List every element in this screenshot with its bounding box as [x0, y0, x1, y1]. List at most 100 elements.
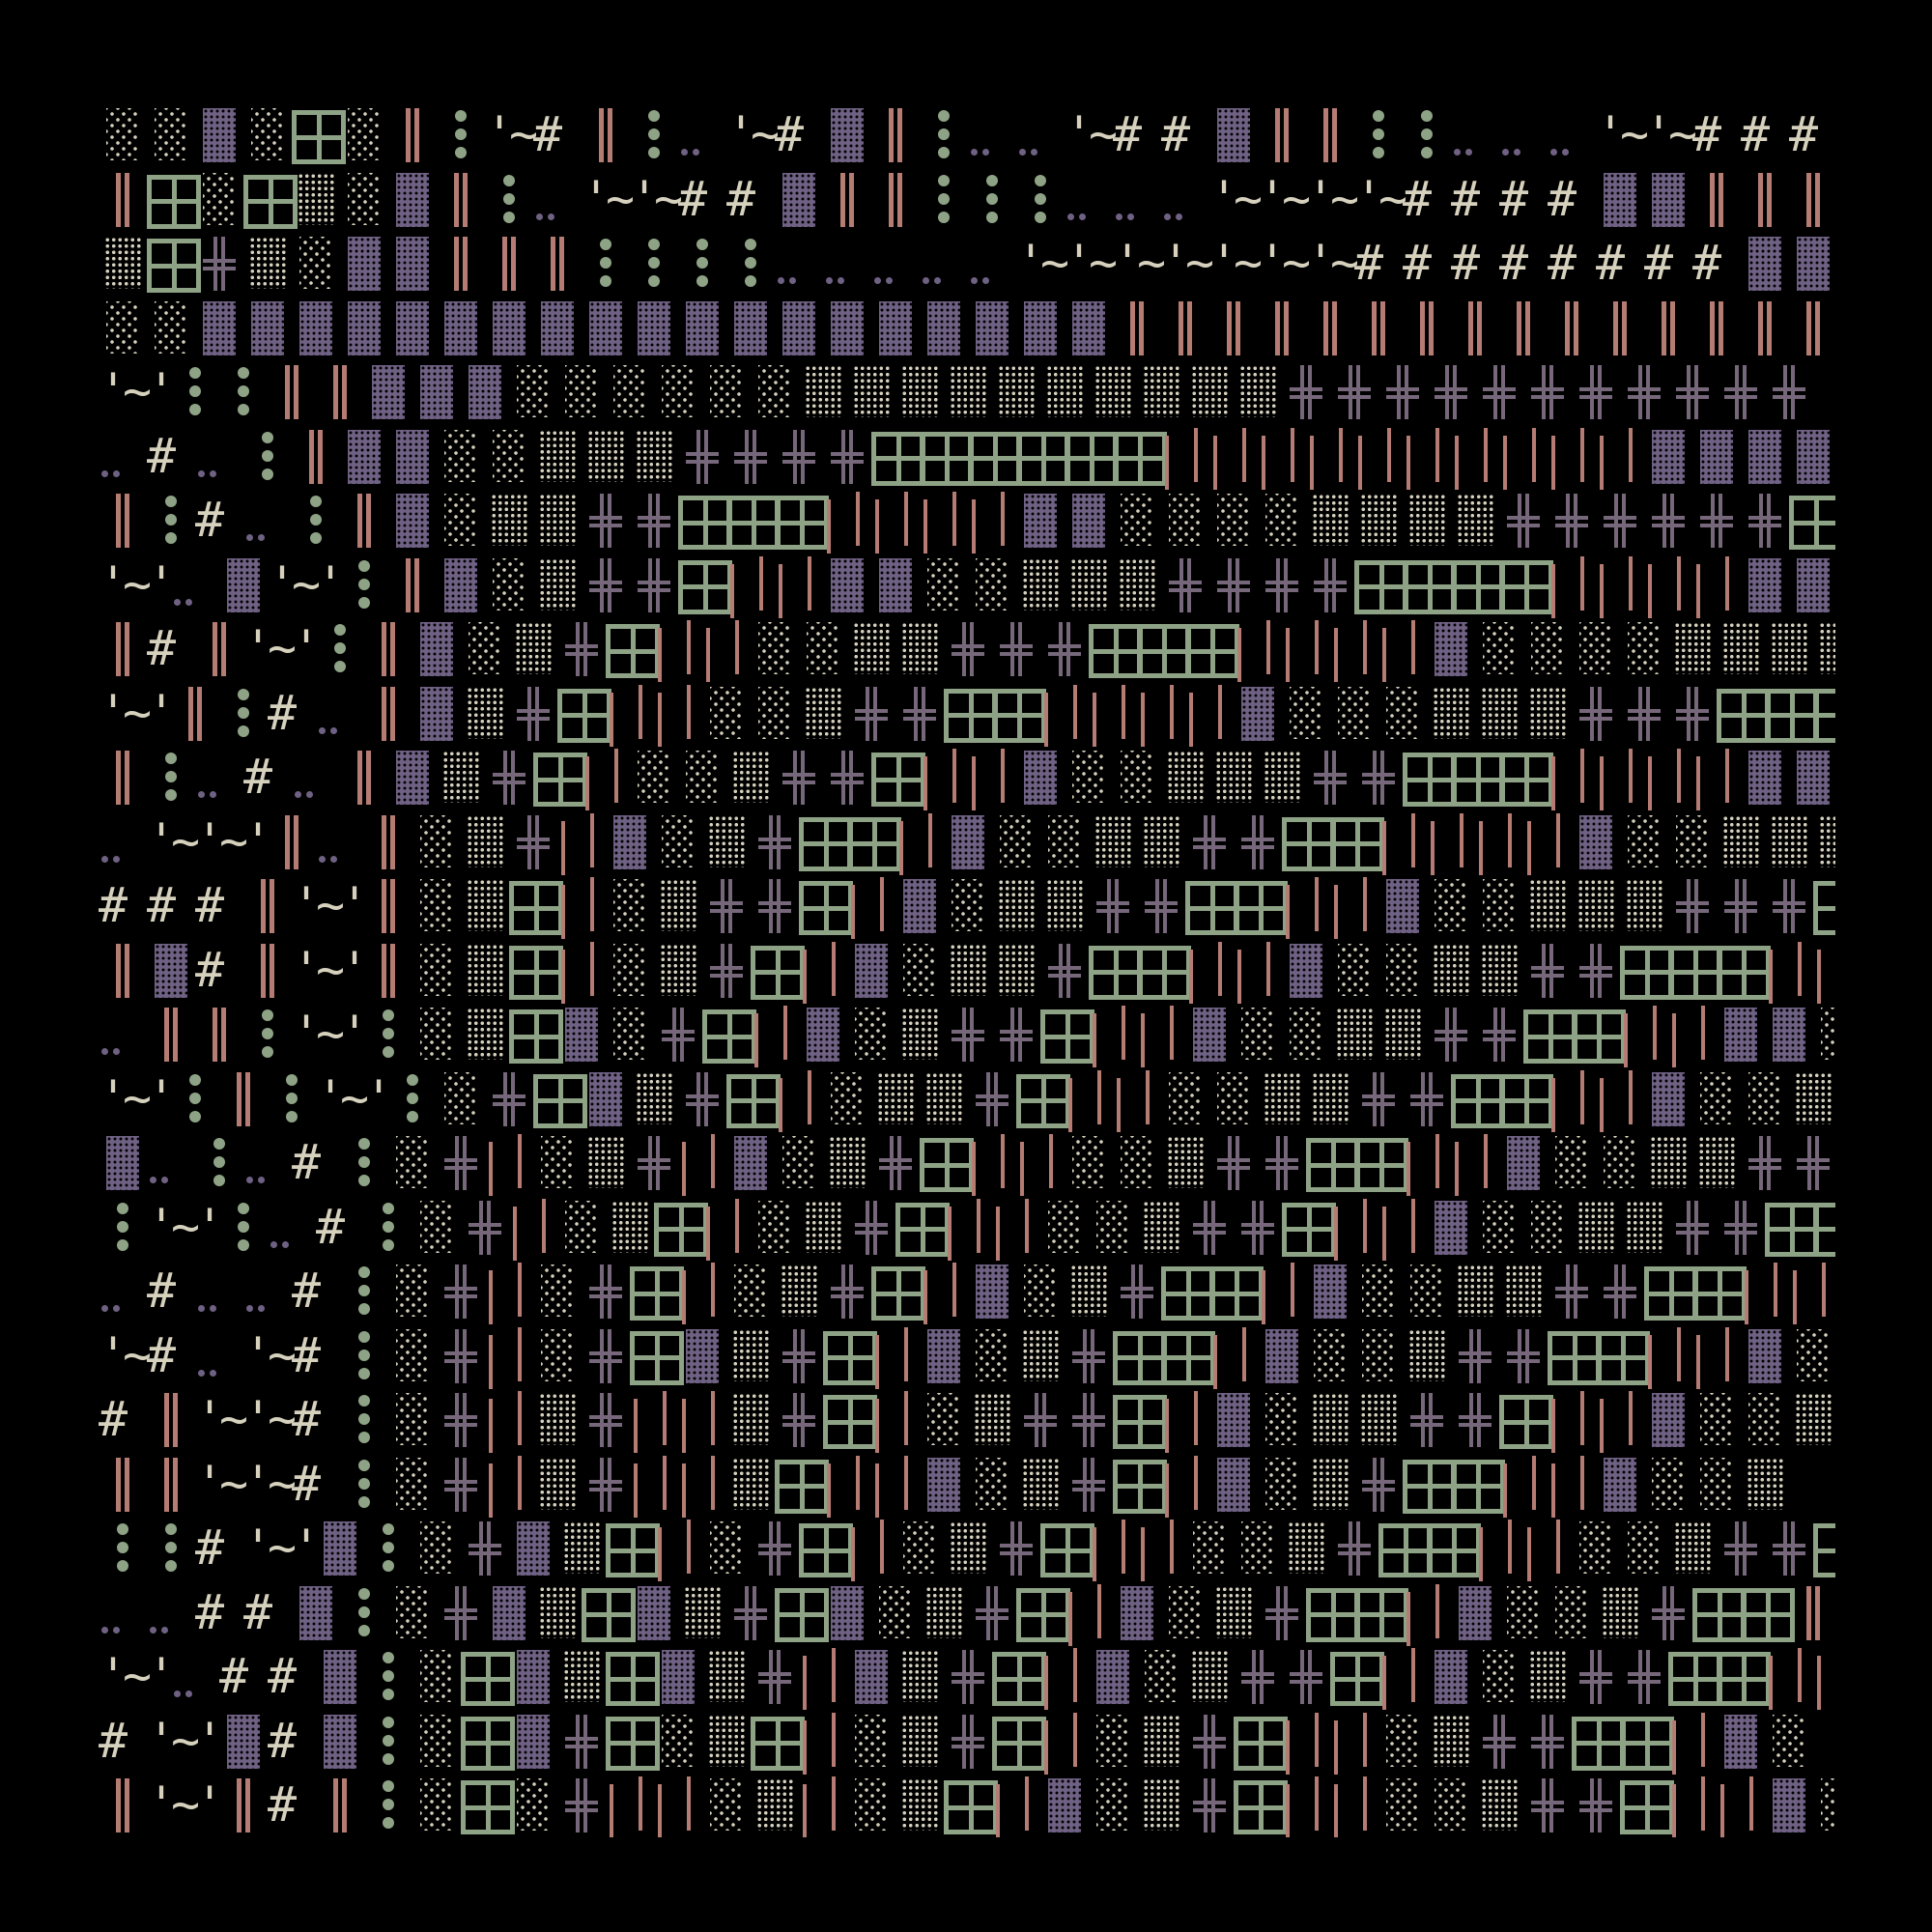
text-glyph: ' [147, 1776, 177, 1833]
salmon-single-bar-glyph: │ [823, 492, 871, 554]
text-glyph: ~ [1040, 235, 1070, 292]
green-window-glyph: ⊞ [799, 813, 853, 871]
purple-block-glyph: ▓ [920, 1327, 968, 1383]
text-glyph: ' [1258, 170, 1288, 227]
green-dots-glyph: ⁝ [920, 171, 968, 227]
salmon-double-bar-glyph: ║ [268, 363, 316, 420]
purple-cross-glyph: ╬ [944, 620, 992, 677]
text-glyph: ' [147, 1712, 177, 1769]
text-glyph: ~ [654, 170, 684, 227]
salmon-single-bar-glyph: │ [1161, 428, 1209, 490]
green-window-glyph: ⊞ [654, 1199, 708, 1257]
dense-dots-glyph: ▒ [799, 363, 847, 419]
purple-block-glyph: ▓ [340, 235, 388, 292]
purple-cross-glyph: ╬ [1282, 1648, 1330, 1705]
dense-dots-glyph: ▒ [702, 1648, 751, 1704]
purple-block-glyph: ▓ [823, 299, 871, 355]
text-glyph: ~ [606, 170, 636, 227]
art-row: ▒⊞╬▒░▓▓║║║⁝⁝⁝⁝ '~'~'~'~'~'~'~# # # # # #… [99, 231, 1835, 296]
green-window-glyph: ⊞ [147, 235, 201, 294]
sparse-dots-glyph: ░ [1209, 492, 1258, 548]
blank-cell [219, 1520, 243, 1576]
purple-block-glyph: ▓ [823, 1584, 871, 1640]
salmon-single-bar-glyph: │ [1596, 1391, 1644, 1454]
text-glyph: ' [316, 555, 346, 612]
text-glyph: # [195, 1583, 225, 1640]
salmon-single-bar-glyph: │ [1403, 1584, 1451, 1646]
blank-cell [268, 1584, 292, 1640]
green-window-glyph: ⊞ [1620, 942, 1674, 1000]
blank-cell [219, 749, 243, 805]
purple-block-glyph: ▓ [968, 299, 1016, 355]
salmon-single-bar-glyph: │ [1161, 1456, 1209, 1518]
text-glyph: # [268, 1648, 298, 1705]
salmon-single-bar-glyph: │ [799, 942, 847, 1004]
purple-block-glyph: ▓ [847, 1648, 895, 1705]
text-glyph: # [1692, 235, 1722, 292]
dense-dots-glyph: ▒ [726, 1327, 775, 1383]
salmon-single-bar-glyph: │ [992, 1199, 1040, 1261]
dense-dots-glyph: ▒ [1089, 363, 1137, 419]
text-glyph: ' [195, 1391, 225, 1448]
blank-cell [799, 106, 823, 162]
text-glyph: ~ [171, 812, 201, 869]
blank-cell [219, 492, 243, 548]
green-dots-glyph: ⁝ [340, 1391, 388, 1447]
text-glyph: # [1548, 235, 1577, 292]
dense-dots-glyph: ▒ [1137, 1776, 1185, 1833]
purple-cross-glyph: ╬ [1185, 1713, 1234, 1769]
dense-dots-glyph: ▒ [533, 1456, 582, 1512]
dense-dots-glyph: ▒ [557, 1520, 606, 1576]
dense-dots-glyph: ▒ [630, 428, 678, 484]
text-glyph: # [268, 1712, 298, 1769]
sparse-dots-glyph: ░ [437, 428, 485, 484]
purple-dot-pair-glyph [268, 1199, 292, 1255]
salmon-single-bar-glyph: │ [1692, 556, 1741, 618]
sparse-dots-glyph: ░ [1258, 492, 1306, 548]
purple-cross-glyph: ╬ [1668, 685, 1717, 741]
purple-block-glyph: ▓ [1209, 1456, 1258, 1512]
sparse-dots-glyph: ░ [1089, 1199, 1137, 1255]
salmon-single-bar-glyph: │ [1813, 1648, 1835, 1711]
salmon-single-bar-glyph: │ [944, 1199, 992, 1261]
salmon-single-bar-glyph: │ [1306, 428, 1354, 490]
green-window-glyph: ⊞ [871, 428, 925, 486]
blank-cell [557, 171, 582, 227]
sparse-dots-glyph: ░ [944, 877, 992, 933]
purple-block-glyph: ▓ [219, 556, 268, 612]
text-glyph: ~ [123, 684, 153, 741]
blank-cell [219, 1327, 243, 1383]
sparse-dots-glyph: ░ [1572, 1520, 1620, 1576]
green-window-glyph: ⊞ [871, 1263, 925, 1321]
green-window-glyph: ⊞ [920, 428, 974, 486]
text-glyph: ' [1354, 170, 1384, 227]
dense-dots-glyph: ▒ [533, 428, 582, 484]
text-glyph: ~ [123, 555, 153, 612]
salmon-double-bar-glyph: ║ [364, 685, 412, 741]
sparse-dots-glyph: ░ [1813, 1776, 1835, 1833]
purple-dot-pair-glyph [533, 171, 557, 227]
green-window-glyph: ⊞ [1451, 556, 1505, 614]
dense-dots-glyph: ▒ [533, 1391, 582, 1447]
text-glyph: # [316, 1198, 346, 1255]
sparse-dots-glyph: ░ [388, 1263, 437, 1319]
green-dots-glyph: ⁝ [147, 492, 195, 548]
sparse-dots-glyph: ░ [533, 1263, 582, 1319]
art-row: ░░▓▓▓▓▓▓▓▓▓▓▓▓▓▓▓▓▓▓▓║║║║║║║║║║║║║║║ [99, 296, 1835, 360]
text-glyph: # [1499, 170, 1529, 227]
sparse-dots-glyph: ░ [1378, 1776, 1427, 1833]
sparse-dots-glyph: ░ [1741, 1391, 1789, 1447]
blank-cell [243, 1648, 268, 1704]
purple-cross-glyph: ╬ [557, 1776, 606, 1833]
purple-dot-pair-glyph [243, 1134, 268, 1190]
sparse-dots-glyph: ░ [1644, 1456, 1692, 1512]
text-glyph: ~ [292, 555, 322, 612]
purple-cross-glyph: ╬ [1644, 1584, 1692, 1640]
salmon-double-bar-glyph: ║ [147, 1391, 195, 1448]
blank-cell [316, 1327, 340, 1383]
purple-cross-glyph: ╬ [944, 1713, 992, 1769]
text-glyph: # [243, 1583, 273, 1640]
green-window-glyph: ⊞ [1209, 1263, 1264, 1321]
purple-block-glyph: ▓ [1717, 1713, 1765, 1769]
green-dots-glyph: ⁝ [340, 556, 388, 612]
